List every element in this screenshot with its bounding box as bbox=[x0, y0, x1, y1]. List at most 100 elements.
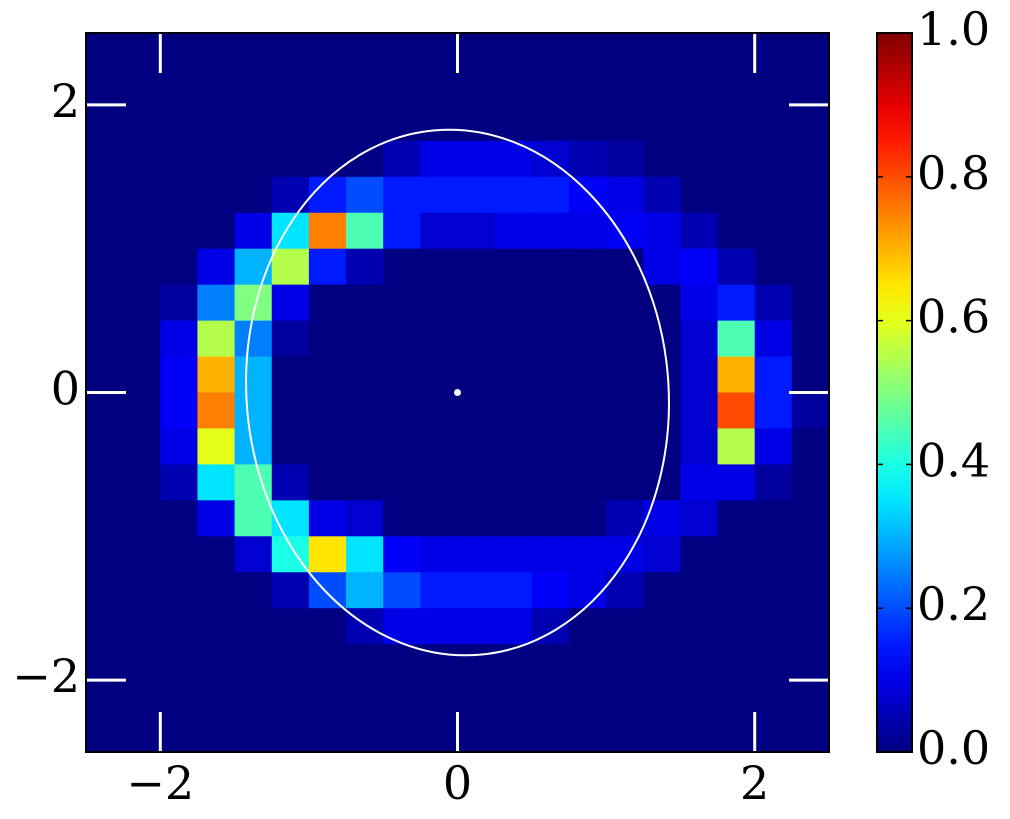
heat-cell bbox=[86, 392, 124, 430]
heat-cell bbox=[531, 572, 570, 609]
heat-cell bbox=[791, 464, 830, 501]
heat-cell bbox=[457, 68, 496, 106]
heat-cell bbox=[494, 140, 533, 178]
heat-cell bbox=[346, 572, 384, 609]
heat-cell bbox=[123, 68, 161, 106]
heat-cell bbox=[123, 644, 161, 681]
heat-cell bbox=[86, 248, 124, 286]
heat-cell bbox=[568, 212, 607, 250]
heat-cell bbox=[680, 33, 719, 70]
heat-cell bbox=[420, 428, 459, 465]
heat-cell bbox=[160, 644, 199, 681]
heat-cell bbox=[420, 644, 459, 681]
heat-cell bbox=[383, 176, 421, 214]
heat-cell bbox=[680, 104, 719, 142]
heat-cell bbox=[197, 140, 236, 178]
heat-cell bbox=[494, 284, 533, 322]
heat-cell bbox=[86, 536, 124, 573]
heat-cell bbox=[494, 68, 533, 106]
heat-cell bbox=[568, 68, 607, 106]
heat-cell bbox=[606, 68, 644, 106]
heat-cell bbox=[346, 680, 384, 717]
heat-cell bbox=[160, 176, 199, 214]
heat-cell bbox=[383, 284, 421, 322]
heat-cell bbox=[86, 716, 124, 753]
heat-cell bbox=[791, 716, 830, 753]
heat-cell bbox=[754, 536, 793, 573]
heat-cell bbox=[346, 644, 384, 681]
heat-cell bbox=[606, 320, 644, 358]
heat-cell bbox=[308, 464, 347, 501]
heat-cell bbox=[346, 716, 384, 753]
heat-cell bbox=[160, 104, 199, 142]
heat-cell bbox=[568, 320, 607, 358]
heat-cell bbox=[160, 428, 199, 465]
heat-cell bbox=[643, 248, 681, 286]
heat-cell bbox=[457, 33, 496, 70]
y-tick-label: 0 bbox=[51, 362, 80, 416]
heat-cell bbox=[717, 320, 756, 358]
heat-cell bbox=[531, 716, 570, 753]
heat-cell bbox=[531, 212, 570, 250]
heat-cell bbox=[383, 464, 421, 501]
heat-cell bbox=[754, 104, 793, 142]
heat-cell bbox=[754, 392, 793, 430]
heat-cell bbox=[717, 608, 756, 645]
heat-cell bbox=[643, 608, 681, 645]
heat-cell bbox=[717, 716, 756, 753]
heat-cell bbox=[457, 680, 496, 717]
heat-cell bbox=[568, 644, 607, 681]
heat-cell bbox=[123, 572, 161, 609]
heat-cell bbox=[680, 140, 719, 178]
heat-cell bbox=[457, 176, 496, 214]
heat-cell bbox=[606, 536, 644, 573]
heat-cell bbox=[86, 500, 124, 537]
heat-cell bbox=[457, 356, 496, 394]
heat-cell bbox=[160, 248, 199, 286]
heat-cell bbox=[123, 356, 161, 394]
heat-cell bbox=[680, 644, 719, 681]
heat-cell bbox=[531, 140, 570, 178]
heat-cell bbox=[271, 104, 310, 142]
heat-cell bbox=[197, 716, 236, 753]
heat-cell bbox=[234, 104, 273, 142]
ellipse-overlay bbox=[245, 128, 670, 657]
heat-cell bbox=[197, 680, 236, 717]
heat-cell bbox=[197, 644, 236, 681]
heat-cell bbox=[457, 392, 496, 430]
colorbar-tick-label: 0.4 bbox=[917, 433, 990, 487]
heat-cell bbox=[346, 33, 384, 70]
heat-cell bbox=[346, 536, 384, 573]
heat-cell bbox=[271, 464, 310, 501]
heat-cell bbox=[346, 500, 384, 537]
heat-cell bbox=[754, 716, 793, 753]
heat-cell bbox=[197, 68, 236, 106]
heat-cell bbox=[271, 680, 310, 717]
heat-cell bbox=[680, 536, 719, 573]
heat-cell bbox=[234, 536, 273, 573]
heat-cell bbox=[308, 104, 347, 142]
heat-cell bbox=[197, 33, 236, 70]
heat-cell bbox=[717, 248, 756, 286]
heat-cell bbox=[606, 104, 644, 142]
heat-cell bbox=[568, 140, 607, 178]
heat-cell bbox=[271, 644, 310, 681]
heat-cell bbox=[531, 500, 570, 537]
heat-cell bbox=[420, 33, 459, 70]
heat-cell bbox=[606, 500, 644, 537]
heat-cell bbox=[791, 212, 830, 250]
heat-cell bbox=[680, 320, 719, 358]
heat-cell bbox=[420, 500, 459, 537]
heat-cell bbox=[494, 356, 533, 394]
heat-cell bbox=[717, 644, 756, 681]
heat-cell bbox=[754, 680, 793, 717]
heat-cell bbox=[791, 176, 830, 214]
heat-cell bbox=[568, 464, 607, 501]
heat-cell bbox=[308, 248, 347, 286]
heat-cell bbox=[197, 428, 236, 465]
heat-cell bbox=[160, 500, 199, 537]
heat-cell bbox=[383, 608, 421, 645]
heat-cell bbox=[568, 536, 607, 573]
heat-cell bbox=[606, 176, 644, 214]
heat-cell bbox=[420, 104, 459, 142]
